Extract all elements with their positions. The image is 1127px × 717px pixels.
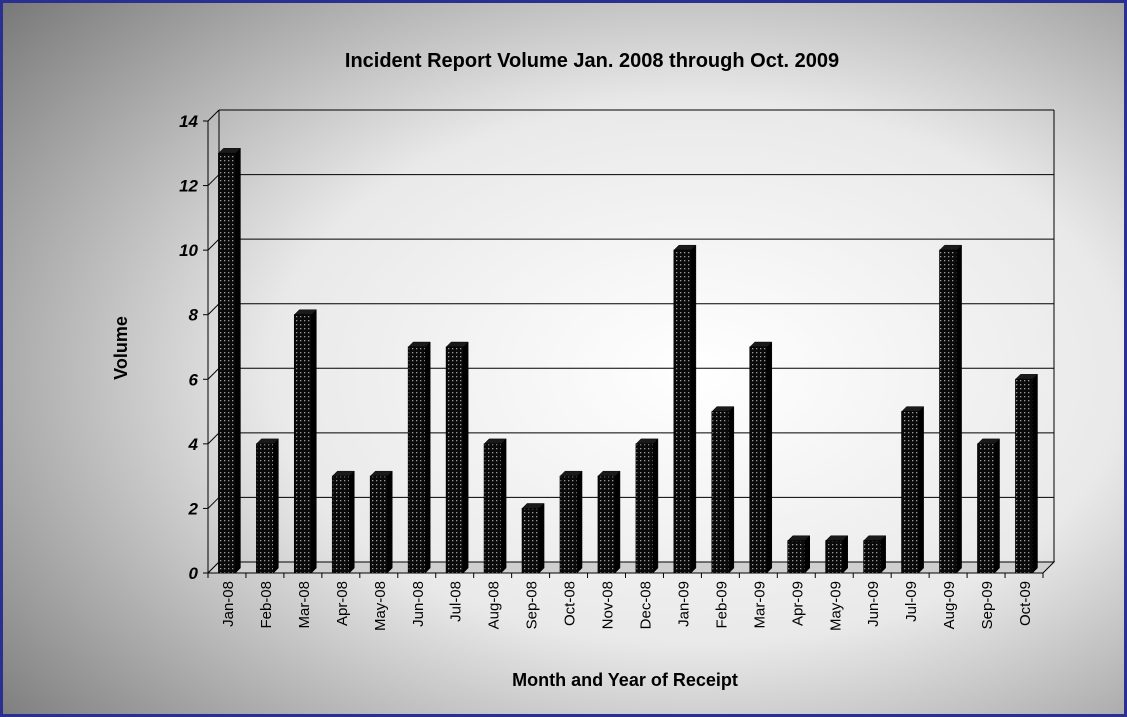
bar-side: [918, 406, 924, 574]
x-tick-label: May-09: [827, 581, 844, 631]
y-tick-label: 10: [179, 241, 198, 260]
bar: [218, 152, 236, 574]
bar: [331, 475, 350, 574]
x-tick-label: Oct-08: [562, 581, 579, 626]
y-tick-label: 0: [189, 564, 199, 583]
bar: [445, 346, 464, 574]
x-tick-label: Nov-08: [600, 581, 617, 629]
x-tick-label: May-08: [372, 581, 389, 631]
bar-side: [804, 535, 810, 574]
x-tick-label: Aug-08: [486, 581, 503, 629]
bar-side: [235, 147, 241, 574]
bar: [711, 411, 730, 574]
bar-side: [387, 470, 393, 574]
bar: [559, 475, 578, 574]
y-tick-label: 12: [179, 177, 198, 196]
x-tick-label: Jul-08: [448, 581, 465, 622]
x-tick-label: Jan-08: [220, 581, 237, 627]
x-tick-label: Sep-08: [524, 581, 541, 629]
x-tick-label: Jun-08: [410, 581, 427, 627]
bar-side: [349, 470, 355, 574]
y-tick-label: 2: [188, 499, 199, 518]
bar: [597, 475, 616, 574]
x-tick-label: Feb-08: [258, 581, 275, 629]
bar-chart: Incident Report Volume Jan. 2008 through…: [3, 3, 1124, 714]
bar-side: [766, 341, 773, 574]
x-tick-label: Oct-09: [1017, 581, 1034, 626]
x-axis-title: Month and Year of Receipt: [512, 670, 738, 690]
bar: [483, 443, 502, 574]
bar-side: [462, 341, 469, 574]
chart-background: [3, 3, 1124, 714]
bar-side: [956, 244, 962, 574]
bar-side: [500, 438, 507, 574]
y-tick-label: 8: [189, 306, 199, 325]
bar-side: [311, 309, 317, 574]
bar-side: [614, 470, 621, 574]
gridline-depth: [207, 303, 220, 316]
bar: [901, 411, 920, 574]
gridline-depth: [207, 367, 220, 380]
bar: [977, 443, 995, 574]
bar: [939, 249, 958, 574]
gridline-depth: [207, 238, 220, 251]
bar: [256, 443, 274, 574]
bar: [673, 249, 692, 574]
x-tick-label: Apr-09: [789, 581, 806, 626]
y-axis-title: Volume: [111, 316, 131, 380]
bar: [635, 443, 654, 574]
y-tick-label: 4: [188, 435, 199, 454]
x-tick-label: Jul-09: [903, 581, 920, 622]
x-tick-label: Jun-09: [865, 581, 882, 627]
bar-side: [652, 438, 659, 574]
gridline-depth: [207, 109, 220, 122]
x-tick-label: Mar-09: [751, 581, 768, 629]
gridline-depth: [207, 497, 220, 509]
bar: [407, 346, 426, 574]
x-tick-label: Mar-08: [296, 581, 313, 629]
bar: [825, 540, 844, 574]
bar-side: [994, 438, 1000, 574]
bar-side: [728, 406, 735, 574]
y-tick-label: 14: [179, 112, 198, 131]
bar-side: [1032, 373, 1038, 574]
bar-side: [538, 502, 545, 574]
bar-side: [690, 244, 697, 574]
bar-side: [842, 535, 848, 574]
gridline-depth: [207, 432, 220, 445]
x-tick-label: Apr-08: [334, 581, 351, 626]
y-tick-label: 6: [189, 370, 199, 389]
x-tick-label: Jan-09: [675, 581, 692, 627]
bar-side: [880, 535, 886, 574]
bar: [1015, 378, 1033, 574]
gridline-depth: [207, 174, 220, 186]
bar-side: [273, 438, 279, 574]
bar-side: [425, 341, 431, 574]
x-tick-label: Dec-08: [637, 581, 654, 629]
bar: [787, 540, 806, 574]
chart-title: Incident Report Volume Jan. 2008 through…: [345, 50, 839, 72]
bar: [863, 540, 882, 574]
bar: [293, 314, 312, 574]
x-tick-label: Feb-09: [713, 581, 730, 629]
bar: [521, 508, 540, 574]
bar: [369, 475, 388, 574]
x-tick-label: Aug-09: [941, 581, 958, 629]
x-tick-label: Sep-09: [979, 581, 996, 629]
bar-side: [576, 470, 583, 574]
bar: [749, 346, 768, 574]
